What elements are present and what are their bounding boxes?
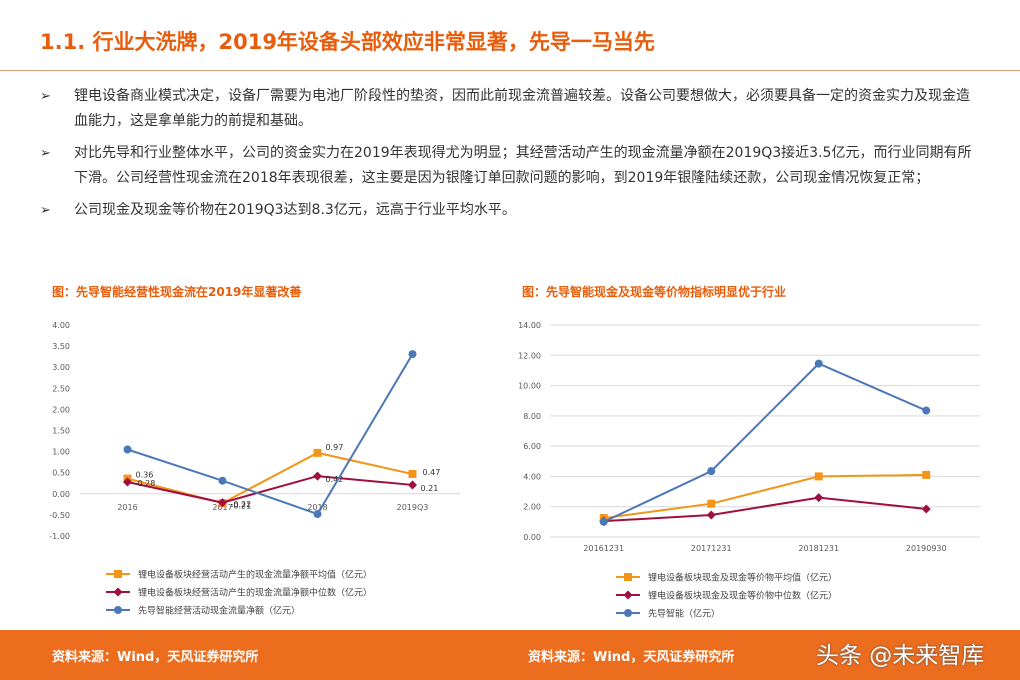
y-tick-label: 3.00	[52, 363, 70, 372]
series-line	[127, 353, 414, 516]
data-point	[599, 514, 608, 523]
bullet-text: 对比先导和行业整体水平，公司的资金实力在2019年表现得尤为明显；其经营活动产生…	[74, 145, 972, 186]
x-tick-label: 2018	[307, 503, 327, 512]
bullet-arrow-icon: ➢	[40, 146, 51, 161]
y-tick-label: 0.50	[52, 469, 70, 478]
data-point	[599, 517, 608, 526]
y-tick-label: 4.00	[523, 472, 541, 481]
data-point	[408, 469, 417, 478]
bullet-arrow-icon: ➢	[40, 203, 51, 218]
data-point	[218, 498, 227, 508]
y-tick-label: 0.00	[523, 533, 541, 542]
x-tick-label: 2019Q3	[397, 503, 429, 512]
data-label: 0.97	[326, 443, 344, 452]
data-label: 0.42	[326, 475, 344, 484]
legend-label: 先导智能（亿元）	[648, 608, 720, 620]
bullet-text: 锂电设备商业模式决定，设备厂需要为电池厂阶段性的垫资，因而此前现金流普遍较差。设…	[74, 88, 970, 129]
y-tick-label: 2.50	[52, 384, 70, 393]
legend-swatch-marker	[623, 590, 633, 600]
y-tick-label: 8.00	[523, 412, 541, 421]
data-point	[922, 406, 931, 415]
data-point	[707, 499, 716, 508]
series-line	[603, 362, 927, 523]
data-point	[921, 504, 931, 514]
data-label: -0.21	[231, 502, 252, 511]
data-point	[706, 510, 716, 520]
data-label: 0.21	[421, 484, 439, 493]
bullet-text: 公司现金及现金等价物在2019Q3达到8.3亿元，远高于行业平均水平。	[74, 202, 516, 218]
y-tick-label: 12.00	[518, 351, 541, 360]
data-point	[814, 493, 824, 503]
x-tick-label: 20181231	[798, 544, 839, 553]
data-point	[123, 474, 132, 483]
data-point	[123, 445, 132, 454]
legend-label: 锂电设备板块现金及现金等价物平均值（亿元）	[648, 572, 837, 584]
data-point	[814, 359, 823, 368]
bullet-item: ➢ 对比先导和行业整体水平，公司的资金实力在2019年表现得尤为明显；其经营活动…	[40, 141, 980, 191]
data-point	[814, 472, 823, 481]
x-tick-label: 20171231	[691, 544, 732, 553]
y-tick-label: -1.00	[49, 532, 70, 541]
legend-label: 先导智能经营活动现金流量净额（亿元）	[138, 605, 300, 617]
data-point	[313, 510, 322, 519]
bullet-arrow-icon: ➢	[40, 89, 51, 104]
y-tick-label: 4.00	[52, 321, 70, 330]
data-point	[313, 448, 322, 457]
y-tick-label: 2.00	[523, 503, 541, 512]
chart-title-right: 图：先导智能现金及现金等价物指标明显优于行业	[522, 285, 787, 299]
series-line	[603, 473, 927, 520]
y-tick-label: 6.00	[523, 442, 541, 451]
y-tick-label: 1.00	[52, 448, 70, 457]
data-label: 0.28	[138, 479, 156, 488]
y-tick-label: 3.50	[52, 342, 70, 351]
y-tick-label: -0.50	[49, 511, 70, 520]
series-line	[603, 496, 927, 523]
x-tick-label: 2017	[212, 503, 232, 512]
data-label: 0.36	[136, 471, 154, 480]
data-point	[408, 480, 417, 490]
y-tick-label: 2.00	[52, 405, 70, 414]
data-point	[408, 350, 417, 359]
bullet-item: ➢ 公司现金及现金等价物在2019Q3达到8.3亿元，远高于行业平均水平。	[40, 198, 980, 223]
legend-swatch-marker	[624, 573, 632, 581]
source-note-right: 资料来源：Wind，天风证券研究所	[528, 650, 735, 665]
watermark: 头条 @未来智库	[816, 643, 985, 669]
bullet-item: ➢ 锂电设备商业模式决定，设备厂需要为电池厂阶段性的垫资，因而此前现金流普遍较差…	[40, 84, 980, 134]
title-divider	[0, 70, 1020, 71]
series-line	[127, 451, 413, 505]
legend-label: 锂电设备板块经营活动产生的现金流量净额中位数（亿元）	[138, 587, 372, 599]
y-tick-label: 1.50	[52, 427, 70, 436]
data-point	[313, 471, 322, 481]
chart-title-left: 图：先导智能经营性现金流在2019年显著改善	[52, 285, 302, 299]
legend-label: 锂电设备板块现金及现金等价物中位数（亿元）	[648, 590, 837, 602]
x-tick-label: 20190930	[906, 544, 947, 553]
data-label: -0.22	[231, 500, 252, 509]
x-tick-label: 2016	[117, 503, 137, 512]
legend-swatch-marker	[114, 606, 122, 614]
data-label: 0.47	[423, 468, 441, 477]
legend-swatch-marker	[624, 609, 632, 617]
legend-swatch-marker	[114, 570, 122, 578]
data-point	[123, 477, 132, 487]
data-point	[922, 470, 931, 479]
page-title: 1.1. 行业大洗牌，2019年设备头部效应非常显著，先导一马当先	[40, 30, 655, 54]
data-point	[218, 476, 227, 485]
y-tick-label: 0.00	[52, 490, 70, 499]
series-line	[127, 475, 413, 504]
legend-label: 锂电设备板块经营活动产生的现金流量净额平均值（亿元）	[138, 569, 372, 581]
data-point	[707, 467, 716, 476]
y-tick-label: 14.00	[518, 321, 541, 330]
footer-bar	[0, 630, 1020, 680]
y-tick-label: 10.00	[518, 382, 541, 391]
bullet-list: ➢ 锂电设备商业模式决定，设备厂需要为电池厂阶段性的垫资，因而此前现金流普遍较差…	[40, 84, 980, 230]
legend-swatch-marker	[113, 587, 123, 597]
data-point	[599, 516, 609, 526]
x-tick-label: 20161231	[583, 544, 624, 553]
source-note-left: 资料来源：Wind，天风证券研究所	[52, 650, 259, 665]
data-point	[218, 499, 227, 508]
